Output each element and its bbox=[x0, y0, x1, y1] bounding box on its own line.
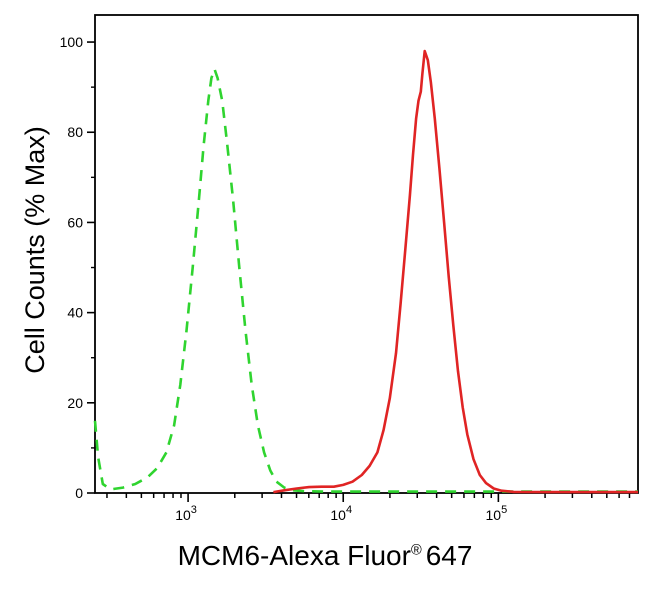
y-tick-label: 0 bbox=[75, 485, 83, 501]
y-tick-label: 20 bbox=[67, 395, 83, 411]
registered-trademark-symbol: ® bbox=[410, 542, 422, 559]
y-tick-label: 60 bbox=[67, 214, 83, 230]
x-tick-label: 105 bbox=[486, 504, 508, 523]
series-curve bbox=[273, 49, 638, 494]
y-tick-label: 80 bbox=[67, 124, 83, 140]
x-axis-title: MCM6-Alexa Fluor® 647 bbox=[0, 540, 650, 572]
x-axis-title-text: MCM6-Alexa Fluor bbox=[177, 540, 411, 571]
x-tick-label: 104 bbox=[330, 504, 352, 523]
y-tick-label: 40 bbox=[67, 305, 83, 321]
x-axis-title-suffix: 647 bbox=[425, 540, 473, 571]
series-curve bbox=[93, 67, 638, 493]
x-tick-label: 103 bbox=[175, 504, 197, 523]
y-axis-title: Cell Counts (% Max) bbox=[20, 126, 50, 374]
y-tick-label: 100 bbox=[60, 34, 84, 50]
